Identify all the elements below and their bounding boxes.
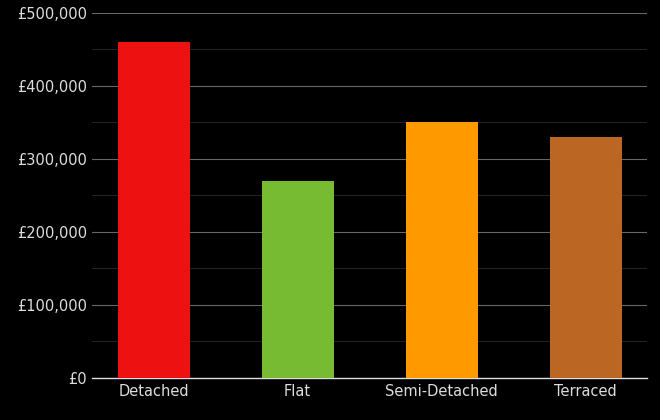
Bar xyxy=(117,42,189,378)
Bar xyxy=(261,181,333,378)
Bar xyxy=(550,137,622,378)
Bar xyxy=(406,122,478,378)
